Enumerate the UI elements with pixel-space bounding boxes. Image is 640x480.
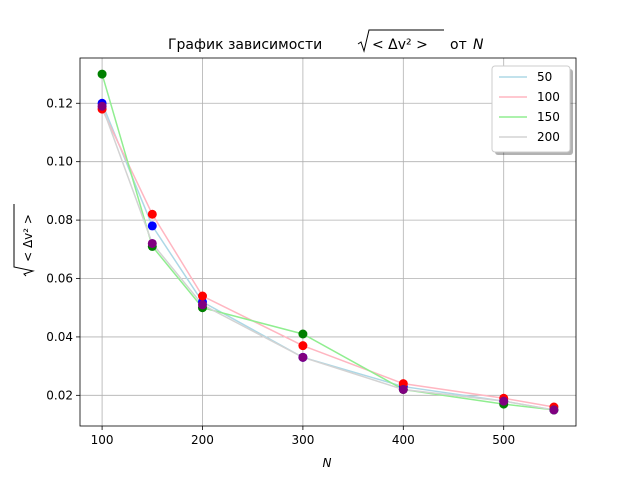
y-axis-label: < Δv² >: [13, 204, 35, 277]
legend-label-50: 50: [537, 70, 552, 84]
series-point-200: [499, 396, 509, 406]
series-point-200: [549, 405, 559, 415]
legend: 50 100 150 200: [491, 65, 573, 155]
series-point-150: [298, 329, 308, 339]
plot-frame: [79, 57, 577, 427]
y-tick-label: 0.08: [46, 213, 73, 227]
chart-title-suffix: от: [450, 37, 467, 53]
x-tick-label: 200: [191, 433, 214, 447]
series-point-200: [147, 238, 157, 248]
y-tick-label: 0.02: [46, 388, 73, 402]
y-axis-ticks: 0.02 0.04 0.06 0.08 0.10 0.12: [46, 96, 80, 402]
x-axis-ticks: 100 200 300 400 500: [91, 426, 515, 447]
chart-title: График зависимости < Δv² > от N: [168, 29, 484, 53]
legend-label-200: 200: [537, 130, 560, 144]
y-tick-label: 0.12: [46, 96, 73, 110]
x-tick-label: 100: [91, 433, 114, 447]
series-point-200: [197, 300, 207, 310]
series-point-50: [147, 221, 157, 231]
series-markers: [97, 69, 559, 415]
series-point-100: [197, 291, 207, 301]
x-axis-label: N: [323, 456, 332, 470]
series-point-100: [298, 341, 308, 351]
series-point-200: [97, 101, 107, 111]
y-axis-expression: < Δv² >: [21, 214, 35, 262]
legend-box: [491, 65, 571, 153]
chart-title-expression: < Δv² >: [372, 37, 428, 53]
series-point-200: [298, 352, 308, 362]
legend-label-100: 100: [537, 90, 560, 104]
legend-entries: 50 100 150 200: [499, 70, 560, 144]
y-tick-label: 0.10: [46, 155, 73, 169]
title-sqrt-sign: [357, 29, 444, 53]
x-tick-label: 500: [492, 433, 515, 447]
chart-title-variable: N: [473, 37, 484, 53]
y-tick-label: 0.04: [46, 330, 73, 344]
y-tick-label: 0.06: [46, 272, 73, 286]
chart-title-prefix: График зависимости: [168, 37, 322, 53]
series-point-200: [398, 384, 408, 394]
series-point-150: [97, 69, 107, 79]
x-tick-label: 300: [291, 433, 314, 447]
series-point-100: [147, 209, 157, 219]
y-axis-sqrt-sign: [13, 204, 35, 277]
legend-label-150: 150: [537, 110, 560, 124]
x-tick-label: 400: [392, 433, 415, 447]
